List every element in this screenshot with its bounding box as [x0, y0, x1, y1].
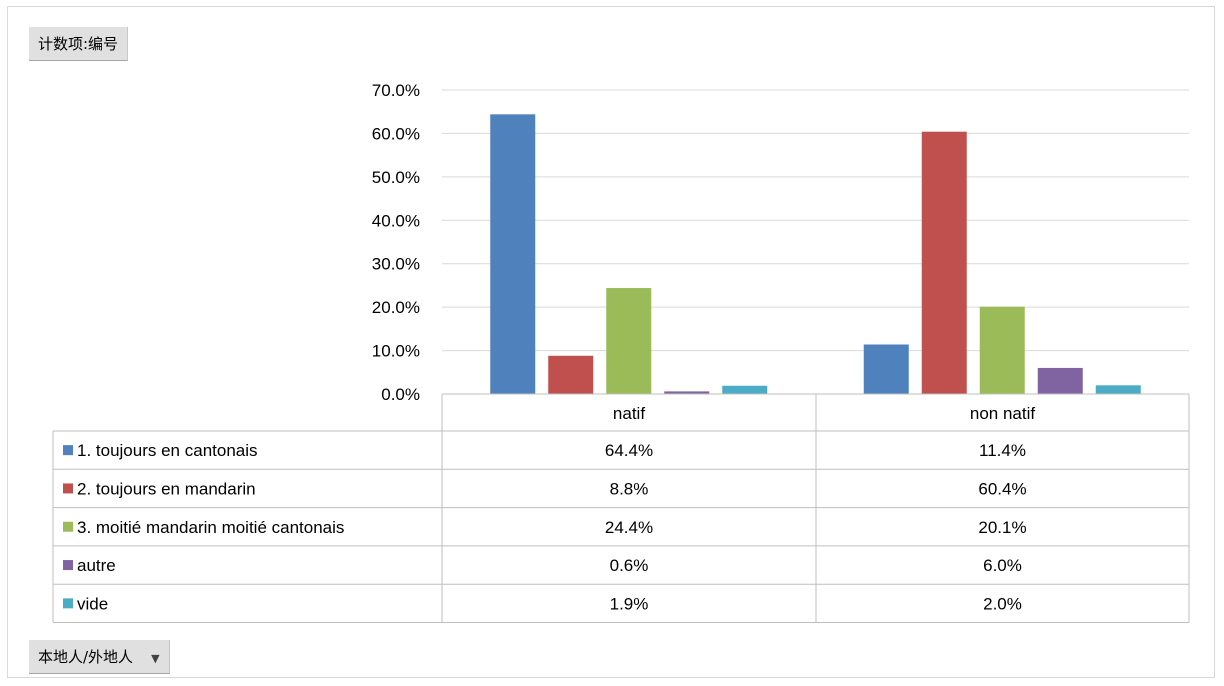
legend-swatch — [63, 445, 73, 456]
bar — [548, 355, 594, 394]
legend-swatch — [63, 560, 73, 571]
bar — [863, 344, 909, 394]
value-field-button[interactable]: 计数项:编号 — [29, 27, 129, 61]
data-label: 6.0% — [983, 556, 1022, 575]
bar — [921, 131, 967, 395]
axis-field-button[interactable]: 本地人/外地人 ▼ — [29, 640, 170, 674]
y-tick-label: 70.0% — [372, 81, 420, 100]
category-label: natif — [613, 404, 645, 423]
legend-label: 3. moitié mandarin moitié cantonais — [77, 518, 344, 537]
y-tick-label: 30.0% — [372, 255, 420, 274]
y-tick-label: 50.0% — [372, 168, 420, 187]
legend-label: autre — [77, 556, 116, 575]
y-tick-label: 0.0% — [381, 385, 420, 404]
chevron-down-icon[interactable]: ▼ — [151, 652, 160, 665]
axis-field-label: 本地人/外地人 — [38, 648, 134, 666]
chart-frame — [7, 6, 1215, 678]
legend-swatch — [63, 598, 73, 609]
y-tick-label: 20.0% — [372, 298, 420, 317]
y-tick-label: 60.0% — [372, 124, 420, 143]
y-tick-label: 40.0% — [372, 211, 420, 230]
legend-label: 1. toujours en cantonais — [77, 441, 258, 460]
data-label: 64.4% — [605, 441, 653, 460]
bar — [979, 306, 1025, 394]
bar — [1095, 385, 1141, 394]
bar — [1037, 367, 1083, 394]
bar — [664, 391, 710, 394]
bar — [722, 385, 768, 394]
data-label: 20.1% — [978, 518, 1026, 537]
legend-swatch — [63, 483, 73, 494]
legend-swatch — [63, 521, 73, 532]
data-label: 11.4% — [979, 441, 1026, 460]
data-label: 2.0% — [983, 594, 1022, 613]
bar — [490, 114, 536, 394]
data-label: 24.4% — [605, 518, 653, 537]
bar — [606, 288, 652, 394]
category-label: non natif — [970, 404, 1035, 423]
data-label: 0.6% — [610, 556, 649, 575]
legend-label: 2. toujours en mandarin — [77, 479, 256, 498]
legend-label: vide — [77, 594, 108, 613]
data-label: 60.4% — [978, 479, 1026, 498]
data-label: 8.8% — [610, 479, 649, 498]
y-tick-label: 10.0% — [372, 342, 420, 361]
data-label: 1.9% — [610, 594, 649, 613]
